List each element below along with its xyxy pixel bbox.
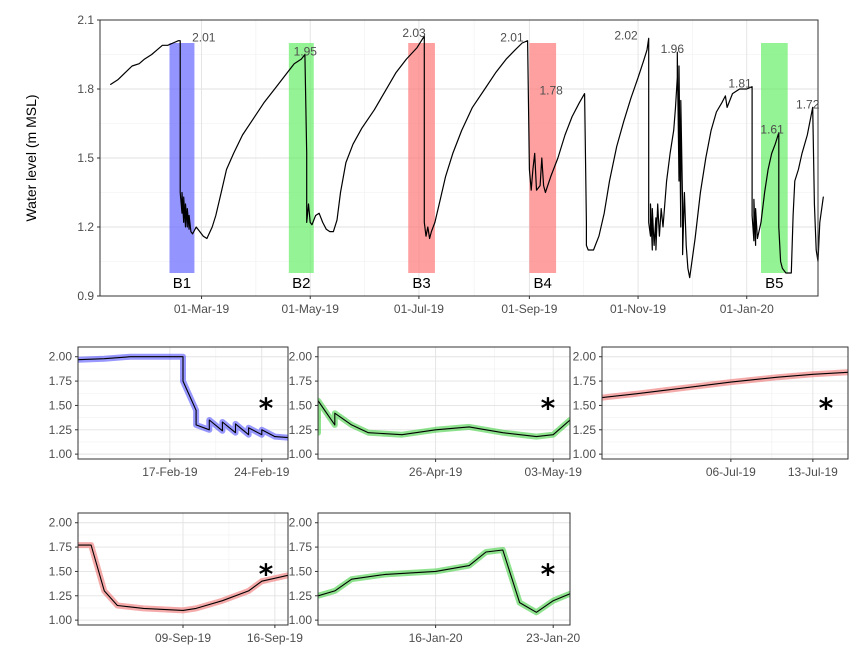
b2-tick-label-y: 1.00 bbox=[289, 447, 313, 461]
b5-series-group bbox=[318, 547, 570, 616]
b4-tick-label-x: 16-Sep-19 bbox=[247, 631, 303, 645]
band-b5 bbox=[760, 43, 788, 273]
b2-tick-label-x: 03-May-19 bbox=[525, 465, 583, 479]
b1-series-line bbox=[78, 356, 288, 439]
main-tick-label-x: 01-Sep-19 bbox=[501, 302, 557, 316]
b1-panel-border bbox=[77, 346, 289, 460]
main-y-axis-title: Water level (m MSL) bbox=[23, 94, 39, 221]
annotation-value-4: 1.78 bbox=[540, 84, 564, 98]
b3-tick-label-y: 1.75 bbox=[573, 374, 597, 388]
b5-series-line bbox=[318, 549, 570, 613]
b1-significance-marker: * bbox=[259, 392, 274, 425]
b3-panel-border bbox=[601, 346, 849, 460]
band-b3 bbox=[408, 43, 435, 273]
b2-tick-label-x: 26-Apr-19 bbox=[409, 465, 463, 479]
band-b2 bbox=[288, 43, 314, 273]
b4-tick-label-y: 1.50 bbox=[49, 564, 73, 578]
annotation-value-1: 1.95 bbox=[294, 45, 318, 59]
b2-tick-label-y: 1.75 bbox=[289, 374, 313, 388]
band-b4 bbox=[529, 43, 557, 273]
b3-series-group bbox=[602, 369, 848, 401]
annotation-value-3: 2.01 bbox=[500, 31, 524, 45]
b3-tick-label-y: 1.00 bbox=[573, 447, 597, 461]
annotation-value-2: 2.03 bbox=[402, 26, 426, 40]
b4-series-line bbox=[78, 544, 288, 611]
main-tick-label-x: 01-Mar-19 bbox=[174, 302, 230, 316]
annotation-value-6: 1.96 bbox=[661, 42, 685, 56]
annotation-value-8: 1.61 bbox=[760, 123, 784, 137]
b5-tick-label-y: 1.00 bbox=[289, 613, 313, 627]
b5-tick-label-x: 16-Jan-20 bbox=[409, 631, 463, 645]
b2-tick-label-y: 2.00 bbox=[289, 350, 313, 364]
b1-tick-label-y: 1.00 bbox=[49, 447, 73, 461]
b5-tick-label-y: 1.50 bbox=[289, 564, 313, 578]
main-tick-label-x: 01-May-19 bbox=[282, 302, 340, 316]
b3-tick-label-x: 13-Jul-19 bbox=[788, 465, 838, 479]
b2-significance-marker: * bbox=[541, 392, 556, 425]
b1-tick-label-y: 1.50 bbox=[49, 398, 73, 412]
b5-significance-marker: * bbox=[541, 558, 556, 591]
band-label-b2: B2 bbox=[292, 275, 310, 292]
annotation-value-7: 1.81 bbox=[728, 77, 752, 91]
b3-tick-label-y: 1.25 bbox=[573, 423, 597, 437]
b4-tick-label-y: 1.25 bbox=[49, 589, 73, 603]
main-tick-label-x: 01-Jan-20 bbox=[720, 302, 774, 316]
main-tick-label-x: 01-Nov-19 bbox=[610, 302, 666, 316]
band-label-b5: B5 bbox=[765, 275, 783, 292]
b4-panel-border bbox=[77, 512, 289, 626]
band-label-b4: B4 bbox=[534, 275, 552, 292]
annotation-value-5: 2.02 bbox=[614, 28, 638, 42]
b3-plot-area bbox=[602, 347, 848, 459]
b1-tick-label-y: 2.00 bbox=[49, 350, 73, 364]
main-tick-label-y: 1.8 bbox=[77, 82, 94, 96]
b3-series-line bbox=[602, 371, 848, 399]
b2-panel-border bbox=[317, 346, 571, 460]
b1-tick-label-y: 1.75 bbox=[49, 374, 73, 388]
b3-tick-label-y: 1.50 bbox=[573, 398, 597, 412]
annotation-value-0: 2.01 bbox=[192, 31, 216, 45]
band-b1 bbox=[169, 43, 195, 273]
main-tick-label-y: 2.1 bbox=[77, 13, 94, 27]
b4-series-group bbox=[78, 542, 288, 614]
b5-tick-label-x: 23-Jan-20 bbox=[526, 631, 580, 645]
b4-tick-label-y: 1.75 bbox=[49, 540, 73, 554]
b5-panel-border bbox=[317, 512, 571, 626]
b1-tick-label-x: 17-Feb-19 bbox=[142, 465, 198, 479]
b2-plot-area bbox=[318, 347, 570, 459]
b2-series-group bbox=[318, 397, 570, 440]
b1-series-group bbox=[78, 353, 288, 441]
main-tick-label-y: 1.2 bbox=[77, 220, 94, 234]
b2-tick-label-y: 1.25 bbox=[289, 423, 313, 437]
main-panel-border bbox=[99, 19, 819, 297]
main-series-line-0 bbox=[110, 35, 824, 279]
b4-tick-label-y: 1.00 bbox=[49, 613, 73, 627]
b1-tick-label-x: 24-Feb-19 bbox=[234, 465, 290, 479]
band-label-b3: B3 bbox=[412, 275, 430, 292]
b2-series-line bbox=[318, 400, 570, 438]
b3-significance-marker: * bbox=[819, 392, 834, 425]
b1-tick-label-y: 1.25 bbox=[49, 423, 73, 437]
b4-tick-label-x: 09-Sep-19 bbox=[155, 631, 211, 645]
b5-tick-label-y: 1.25 bbox=[289, 589, 313, 603]
main-tick-label-y: 0.9 bbox=[77, 289, 94, 303]
b3-tick-label-y: 2.00 bbox=[573, 350, 597, 364]
main-tick-label-x: 01-Jul-19 bbox=[394, 302, 444, 316]
b5-tick-label-y: 2.00 bbox=[289, 516, 313, 530]
annotation-value-9: 1.72 bbox=[796, 97, 820, 111]
b2-tick-label-y: 1.50 bbox=[289, 398, 313, 412]
b4-significance-marker: * bbox=[259, 558, 274, 591]
b3-tick-label-x: 06-Jul-19 bbox=[706, 465, 756, 479]
band-label-b1: B1 bbox=[173, 275, 191, 292]
b4-tick-label-y: 2.00 bbox=[49, 516, 73, 530]
b5-tick-label-y: 1.75 bbox=[289, 540, 313, 554]
main-tick-label-y: 1.5 bbox=[77, 151, 94, 165]
